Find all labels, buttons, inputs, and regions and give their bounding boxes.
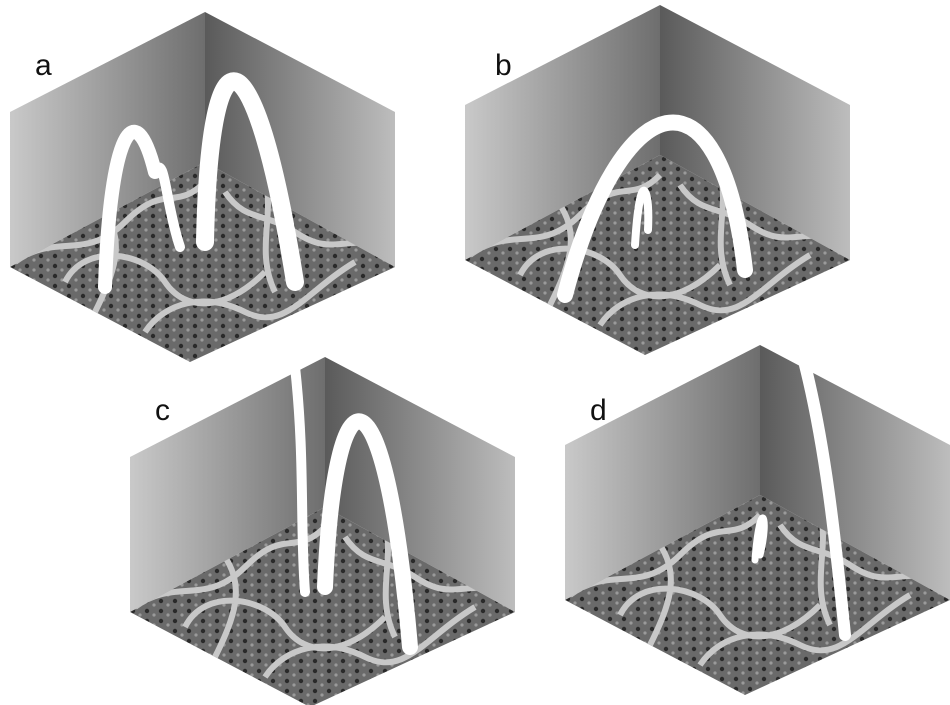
panel [130, 357, 515, 705]
panels [10, 5, 950, 705]
panel-label: c [155, 394, 170, 427]
panel-label: b [495, 49, 512, 82]
panel [10, 12, 395, 362]
panel-label: a [35, 49, 52, 82]
panel [465, 5, 850, 355]
figure: a b c d [0, 0, 950, 705]
panel [565, 345, 950, 695]
panel-label: d [590, 394, 607, 427]
field-line [755, 518, 764, 560]
